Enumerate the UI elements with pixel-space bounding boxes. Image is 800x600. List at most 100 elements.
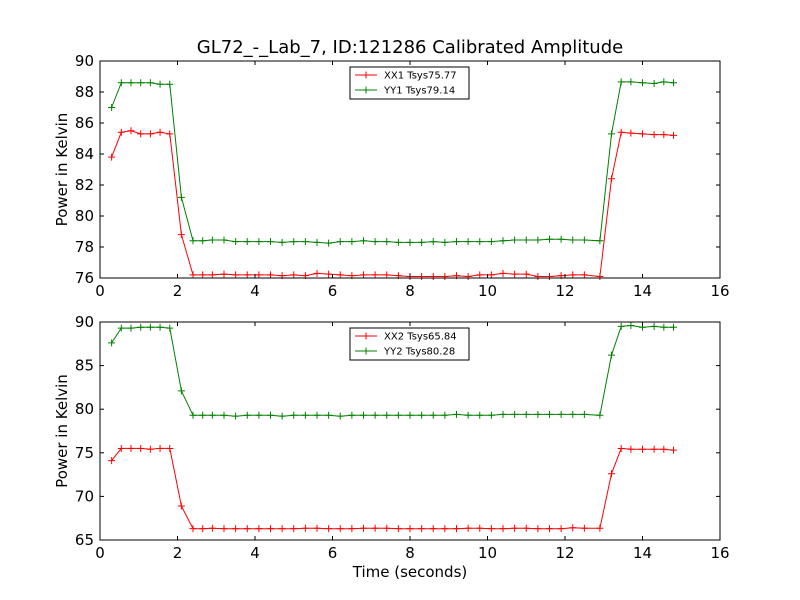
y-tick-label: 70: [75, 487, 94, 505]
data-point: [108, 339, 116, 347]
data-point: [336, 412, 344, 420]
data-point: [243, 271, 251, 279]
data-point: [608, 130, 615, 138]
legend-marker: [362, 332, 370, 340]
data-point: [137, 79, 145, 87]
y-tick-label: 65: [75, 531, 94, 549]
data-point: [108, 153, 116, 161]
data-point: [255, 525, 263, 533]
data-point: [608, 351, 615, 359]
series-line-1: [111, 447, 674, 530]
data-point: [177, 231, 185, 239]
data-point: [476, 238, 484, 246]
y-tick-label: 76: [75, 269, 94, 287]
data-point: [617, 322, 625, 330]
data-point: [596, 411, 604, 419]
data-point: [670, 79, 677, 87]
data-point: [464, 411, 472, 419]
data-point: [406, 525, 414, 533]
data-point: [383, 411, 391, 419]
data-point: [348, 238, 356, 246]
data-point: [487, 238, 495, 246]
data-point: [522, 236, 530, 244]
data-point: [499, 237, 507, 245]
data-point: [325, 411, 333, 419]
data-point: [325, 525, 333, 533]
data-point: [360, 237, 367, 245]
data-point: [650, 131, 658, 139]
y-tick-label: 86: [75, 114, 94, 132]
data-point: [156, 323, 164, 331]
data-point: [199, 271, 207, 279]
data-point: [255, 271, 263, 279]
legend: XX2 Tsys65.84 YY2 Tsys80.28: [349, 327, 470, 361]
data-point: [418, 411, 426, 419]
data-point: [189, 237, 197, 245]
data-point: [639, 79, 646, 87]
data-point: [418, 238, 426, 246]
x-tick-label: 2: [173, 544, 183, 562]
data-point: [580, 236, 588, 244]
series-line-1: [111, 130, 674, 278]
data-point: [580, 271, 588, 279]
data-point: [243, 238, 251, 246]
data-point: [487, 271, 495, 279]
data-point: [418, 525, 426, 533]
top-subplot: 0 2 4 6 8 10 12 14 16 76 78 80 82 84 86 88 90 Power in Ke…: [53, 52, 730, 300]
data-point: [166, 324, 174, 332]
y-tick-label: 75: [75, 444, 94, 462]
y-tick-label: 88: [75, 83, 94, 101]
data-point: [464, 272, 472, 280]
data-point: [534, 236, 542, 244]
data-point: [127, 324, 135, 332]
x-tick-label: 8: [405, 544, 415, 562]
data-point: [670, 446, 677, 454]
chart-title: GL72_-_Lab_7, ID:121286 Calibrated Ampli…: [197, 37, 623, 58]
data-point: [208, 524, 216, 532]
data-point: [220, 270, 228, 278]
data-point: [290, 271, 298, 279]
data-point: [383, 524, 391, 532]
data-point: [569, 271, 577, 279]
data-point: [406, 238, 414, 246]
data-point: [232, 525, 240, 533]
x-tick-label: 10: [478, 282, 497, 300]
data-point: [290, 238, 298, 246]
data-point: [290, 525, 298, 533]
bottom-subplot: 0 2 4 6 8 10 12 14 16 65 70 75 80 85 90 Power in Kelvin…: [53, 313, 730, 581]
y-tick-label: 80: [75, 207, 94, 225]
y-tick-label: 78: [75, 238, 94, 256]
data-point: [441, 525, 449, 533]
x-tick-label: 12: [555, 544, 574, 562]
data-point: [627, 445, 635, 453]
data-point: [301, 238, 309, 246]
x-tick-label: 14: [633, 282, 652, 300]
data-point: [639, 445, 646, 453]
data-point: [464, 524, 472, 532]
data-point: [278, 238, 286, 246]
data-point: [534, 525, 542, 533]
data-point: [189, 271, 197, 279]
data-point: [117, 324, 125, 332]
x-tick-label: 4: [250, 282, 260, 300]
legend-entry: YY2 Tsys80.28: [383, 347, 455, 358]
data-point: [278, 525, 286, 533]
data-point: [325, 239, 333, 247]
data-point: [166, 80, 174, 88]
data-point: [511, 236, 519, 244]
x-tick-label: 6: [328, 544, 338, 562]
data-point: [580, 410, 588, 418]
data-point: [596, 237, 604, 245]
data-point: [383, 271, 391, 279]
data-point: [650, 322, 658, 330]
data-point: [166, 444, 174, 452]
data-point: [441, 238, 449, 246]
data-point: [670, 323, 677, 331]
data-point: [418, 272, 426, 280]
legend-marker: [362, 347, 370, 355]
data-point: [146, 445, 154, 453]
data-point: [117, 128, 125, 136]
data-point: [617, 128, 625, 136]
data-point: [441, 272, 449, 280]
data-point: [580, 524, 588, 532]
